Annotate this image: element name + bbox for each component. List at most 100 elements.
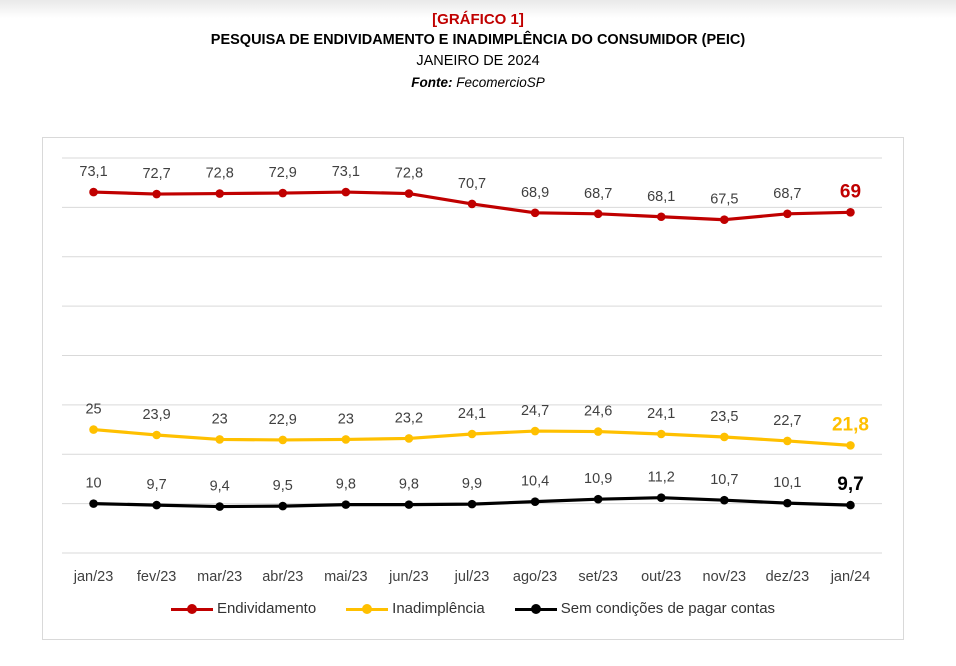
data-label: 68,7 (584, 186, 612, 202)
legend-swatch (170, 602, 213, 616)
data-point (656, 212, 666, 222)
data-label: 9,8 (399, 477, 419, 493)
data-point (783, 209, 792, 219)
data-point (404, 189, 414, 198)
data-point (89, 187, 98, 197)
data-label: 10 (85, 476, 101, 492)
data-point (215, 435, 224, 444)
data-label: 24,7 (521, 403, 549, 419)
chart-title: PESQUISA DE ENDIVIDAMENTO E INADIMPLÊNCI… (210, 32, 746, 48)
chart-legend: Endividamento Inadimplência Sem condições … (42, 600, 904, 617)
data-point (530, 208, 540, 218)
data-label: 10,7 (710, 472, 738, 488)
x-tick-label: fev/23 (137, 569, 177, 585)
data-label: 23,2 (395, 410, 423, 426)
data-point (720, 495, 729, 505)
data-point (152, 189, 161, 199)
x-tick-label: set/23 (578, 569, 618, 585)
data-label: 23,5 (710, 409, 738, 425)
chart-frame (42, 137, 904, 640)
data-point (341, 435, 351, 444)
x-tick-label: mai/23 (324, 569, 368, 585)
data-point (530, 426, 540, 436)
data-point (278, 435, 288, 445)
data-label: 9,7 (147, 477, 167, 493)
data-label: 23 (338, 411, 354, 427)
legend-item: Sem condições de pagar contas (514, 600, 776, 617)
data-point (278, 501, 288, 511)
data-label: 67,5 (710, 192, 738, 208)
data-point (89, 425, 98, 434)
data-point (593, 209, 603, 219)
data-point (467, 499, 477, 509)
chart-header: [GRÁFICO 1] PESQUISA DE ENDIVIDAMENTO E … (0, 10, 956, 93)
data-point (846, 500, 855, 510)
data-point (215, 502, 224, 511)
data-label: 9,9 (462, 476, 482, 492)
data-label: 22,9 (269, 412, 297, 428)
x-tick-label: dez/23 (766, 569, 810, 585)
x-tick-label: jun/23 (388, 569, 429, 585)
data-point (404, 434, 414, 443)
data-label: 9,4 (210, 479, 230, 495)
data-point (656, 429, 666, 439)
x-tick-label: abr/23 (262, 569, 303, 585)
data-label: 73,1 (79, 164, 107, 180)
data-point (720, 432, 729, 442)
data-label: 21,8 (832, 414, 869, 435)
chart-source: Fonte: FecomercioSP (0, 72, 956, 93)
data-label: 10,4 (521, 474, 549, 490)
x-tick-label: jan/24 (830, 569, 871, 585)
data-point (846, 208, 855, 217)
data-point (467, 199, 477, 209)
chart-subtitle: JANEIRO DE 2024 (416, 53, 540, 69)
data-point (467, 429, 477, 439)
data-point (89, 499, 98, 508)
x-tick-label: out/23 (641, 569, 681, 585)
data-point (278, 188, 288, 198)
data-label: 73,1 (332, 164, 360, 180)
data-point (404, 500, 414, 509)
data-label: 70,7 (458, 176, 486, 192)
data-point (341, 500, 351, 509)
data-point (846, 441, 855, 450)
data-point (152, 500, 161, 510)
data-label: 24,6 (584, 404, 612, 420)
data-label: 72,8 (395, 166, 423, 182)
data-label: 68,9 (521, 185, 549, 201)
data-label: 72,7 (142, 166, 170, 182)
data-point (530, 497, 540, 506)
x-tick-label: jul/23 (454, 569, 490, 585)
data-label: 24,1 (458, 406, 486, 422)
x-tick-label: ago/23 (513, 569, 557, 585)
data-label: 11,2 (648, 470, 675, 486)
data-point (783, 436, 792, 446)
top-shade (0, 0, 956, 18)
legend-label: Inadimplência (392, 600, 485, 617)
x-tick-label: mar/23 (197, 569, 242, 585)
data-point (720, 215, 729, 225)
data-label: 23,9 (142, 407, 170, 423)
legend-swatch (346, 602, 389, 616)
data-label: 25 (85, 402, 101, 418)
legend-item: Inadimplência (346, 600, 485, 617)
legend-item: Endividamento (170, 600, 316, 617)
data-label: 10,9 (584, 471, 612, 487)
data-label: 68,7 (773, 186, 801, 202)
source-label: Fonte: (411, 75, 453, 90)
data-point (593, 427, 603, 436)
data-label: 9,5 (273, 478, 293, 494)
data-label: 23 (212, 411, 228, 427)
legend-swatch (514, 602, 557, 616)
legend-label: Sem condições de pagar contas (560, 600, 776, 617)
data-label: 68,1 (647, 189, 675, 205)
data-label: 72,9 (269, 165, 297, 181)
chart-label: [GRÁFICO 1] (432, 11, 524, 28)
data-label: 9,8 (336, 477, 356, 493)
x-tick-label: jan/23 (73, 569, 114, 585)
data-point (656, 493, 666, 503)
x-tick-label: nov/23 (703, 569, 747, 585)
data-point (341, 187, 351, 197)
data-point (152, 430, 161, 440)
